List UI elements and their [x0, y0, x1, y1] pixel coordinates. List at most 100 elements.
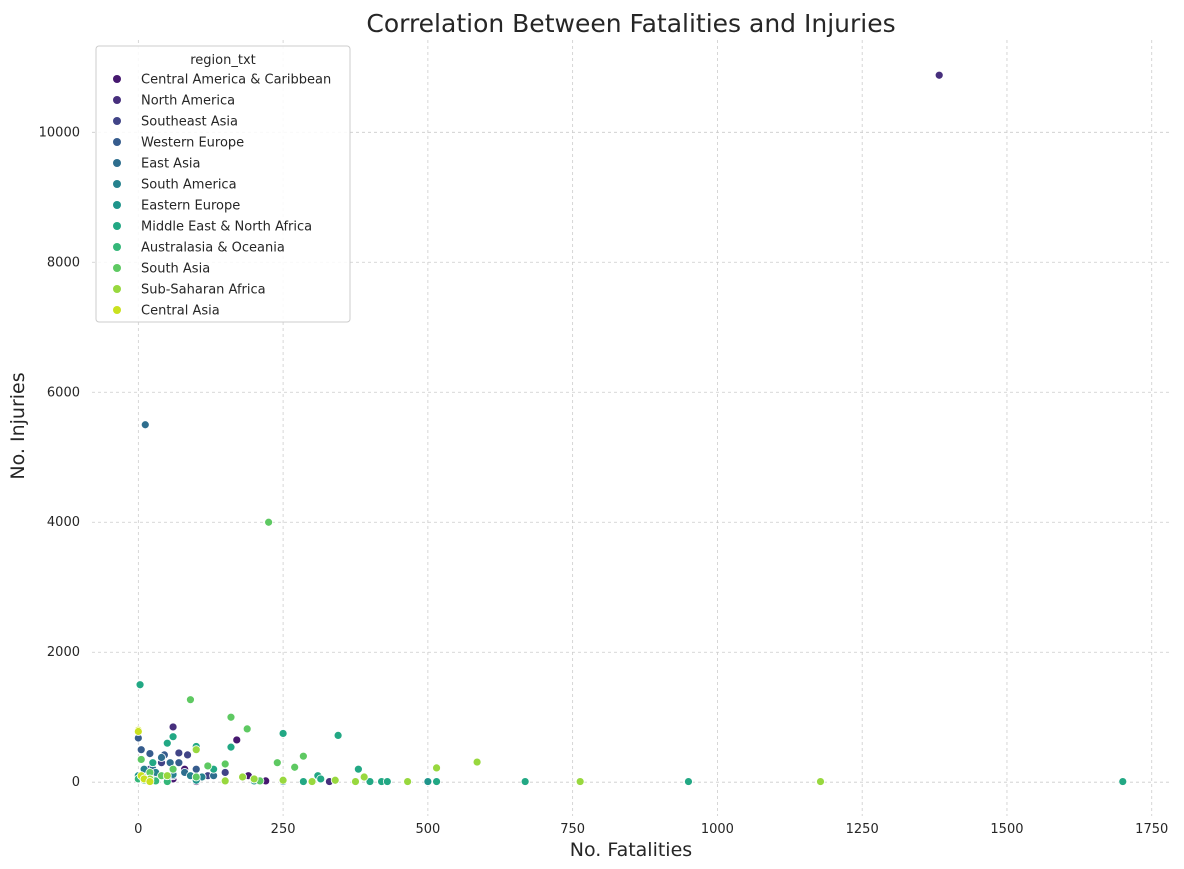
legend-marker	[113, 222, 121, 230]
data-point	[472, 757, 482, 767]
y-tick-label: 2000	[47, 645, 80, 660]
data-point	[174, 748, 184, 758]
data-point	[684, 777, 693, 786]
legend-entry-label: Western Europe	[141, 136, 244, 151]
x-tick-label: 1250	[846, 822, 879, 837]
data-point	[136, 745, 146, 755]
data-point	[520, 777, 530, 786]
legend-marker	[113, 180, 121, 188]
legend-marker	[113, 285, 121, 293]
data-point	[168, 764, 178, 774]
data-point	[298, 751, 308, 761]
data-point	[934, 70, 944, 80]
data-point	[278, 775, 288, 785]
data-point	[183, 750, 192, 760]
x-tick-label: 1000	[701, 822, 734, 837]
data-point	[333, 731, 343, 740]
data-point	[278, 729, 288, 738]
data-point	[382, 777, 392, 786]
x-axis-label: No. Fatalities	[570, 839, 692, 861]
legend-title: region_txt	[190, 53, 256, 68]
legend-entry-label: Middle East & North Africa	[141, 220, 312, 235]
legend-marker	[113, 306, 121, 314]
data-point	[353, 764, 363, 774]
data-point	[145, 777, 155, 786]
data-point	[162, 738, 172, 748]
chart-title: Correlation Between Fatalities and Injur…	[366, 9, 895, 38]
data-points	[133, 70, 1128, 786]
legend-entry-label: Sub-Saharan Africa	[141, 283, 266, 298]
data-point	[249, 774, 259, 784]
data-point	[816, 777, 825, 786]
legend-frame	[95, 45, 351, 323]
x-tick-label: 1750	[1135, 822, 1168, 837]
data-point	[133, 727, 143, 736]
legend-entry-label: Southeast Asia	[141, 115, 238, 130]
legend-entry-label: South America	[141, 178, 237, 193]
data-point	[157, 753, 166, 762]
legend-entry-label: Eastern Europe	[141, 199, 240, 214]
x-tick-label: 250	[271, 822, 296, 837]
data-point	[145, 749, 155, 759]
data-point	[403, 777, 413, 786]
data-point	[432, 777, 441, 786]
legend-marker	[113, 201, 121, 209]
data-point	[191, 745, 201, 755]
x-tick-label: 500	[415, 822, 440, 837]
y-tick-label: 4000	[47, 515, 80, 530]
data-point	[316, 774, 326, 784]
data-point	[290, 762, 300, 772]
legend-entry-label: Central Asia	[141, 304, 220, 319]
legend-marker	[113, 96, 121, 104]
legend-entry-label: East Asia	[141, 157, 200, 172]
data-point	[186, 695, 195, 705]
data-point	[168, 732, 178, 742]
data-point	[272, 758, 282, 768]
data-point	[307, 777, 317, 786]
data-point	[135, 680, 145, 690]
data-point	[136, 755, 146, 764]
data-point	[220, 759, 230, 769]
data-point	[226, 742, 236, 752]
y-tick-label: 10000	[39, 125, 80, 140]
data-point	[365, 777, 375, 786]
data-point	[226, 712, 236, 722]
data-point	[220, 768, 230, 777]
x-tick-label: 750	[560, 822, 585, 837]
y-tick-label: 0	[72, 775, 80, 790]
data-point	[232, 735, 242, 745]
legend-marker	[113, 159, 121, 167]
y-tick-label: 6000	[47, 385, 80, 400]
data-point	[242, 724, 252, 734]
data-point	[264, 517, 274, 527]
data-point	[140, 420, 150, 430]
legend-entry-label: North America	[141, 94, 235, 109]
data-point	[191, 764, 201, 774]
data-point	[168, 722, 178, 732]
legend-marker	[113, 138, 121, 146]
legend-marker	[113, 75, 121, 83]
y-tick-label: 8000	[47, 255, 80, 270]
data-point	[432, 763, 441, 773]
legend-entries: Central America & Caribbean North America…	[113, 73, 331, 319]
data-point	[298, 777, 308, 786]
data-point	[359, 772, 369, 782]
data-point	[238, 772, 247, 782]
data-point	[162, 771, 172, 781]
legend-marker	[113, 117, 121, 125]
legend-entry-label: Australasia & Oceania	[141, 241, 285, 256]
x-tick-label: 1500	[990, 822, 1023, 837]
legend-marker	[113, 264, 121, 272]
legend-entry-label: South Asia	[141, 262, 210, 277]
tick-labels: 0 250 500 750 1000 1250 1500 1750 0 2000 4000 6000 8…	[39, 125, 1169, 837]
data-point	[191, 772, 201, 782]
legend-entry-label: Central America & Caribbean	[141, 73, 331, 88]
legend: region_txt Central America & Caribbean No…	[95, 45, 351, 323]
data-point	[220, 776, 230, 786]
data-point	[330, 775, 340, 785]
data-point	[1118, 777, 1128, 786]
data-point	[203, 761, 213, 771]
y-axis-label: No. Injuries	[7, 372, 29, 479]
data-point	[423, 777, 433, 786]
